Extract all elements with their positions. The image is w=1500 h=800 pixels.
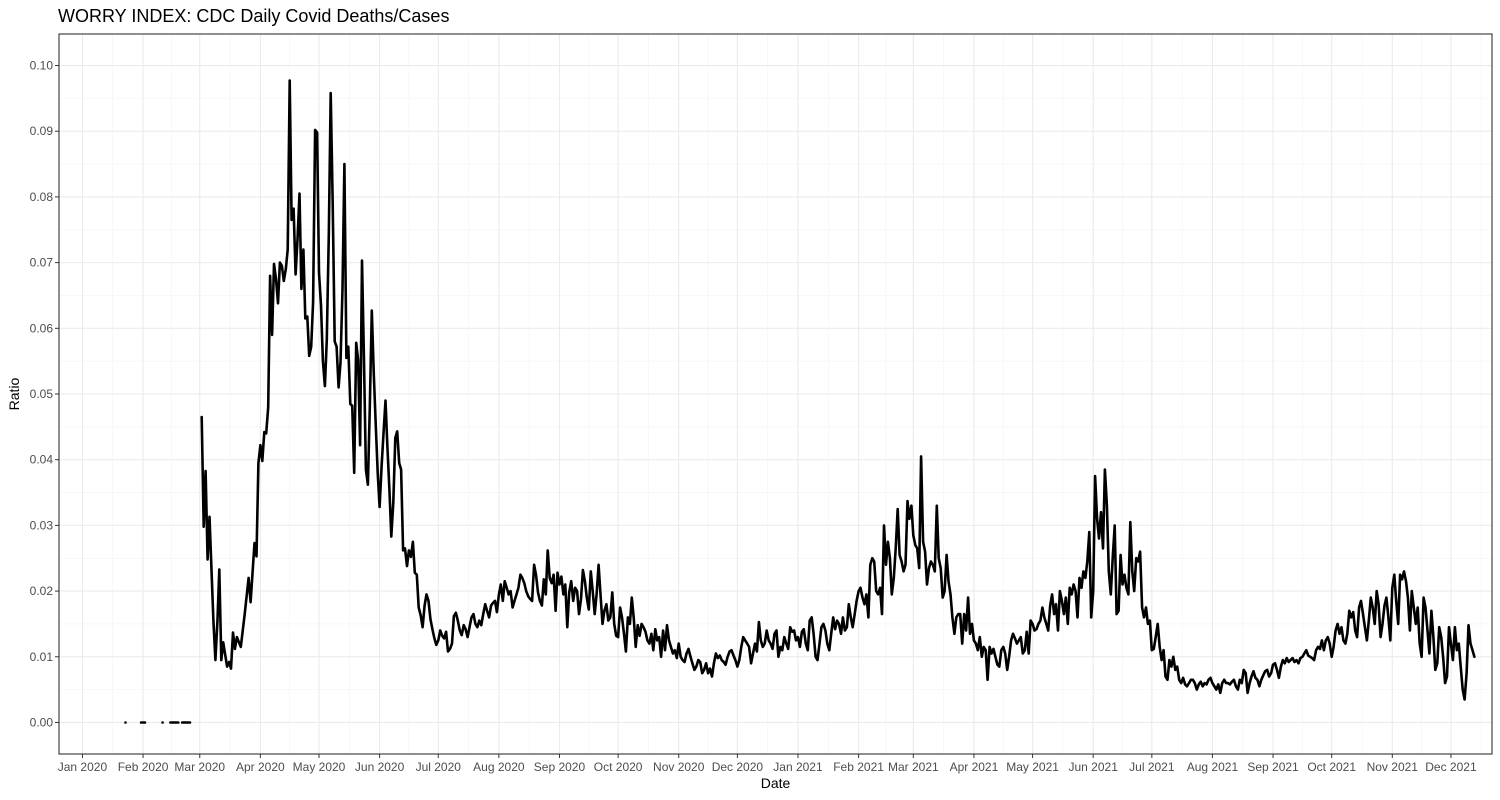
series-layer xyxy=(124,79,1476,724)
y-axis-title: Ratio xyxy=(6,377,22,410)
x-tick-label: Jan 2020 xyxy=(58,760,108,774)
x-tick-label: Aug 2020 xyxy=(473,760,525,774)
y-axis-ticks: 0.00 0.01 0.02 0.03 0.04 0.05 0.06 0.07 0.08 0.09… xyxy=(30,59,59,729)
x-tick-label: Oct 2021 xyxy=(1307,760,1356,774)
x-tick-label: Feb 2021 xyxy=(833,760,884,774)
y-tick-label: 0.00 xyxy=(30,715,54,729)
y-tick-label: 0.10 xyxy=(30,59,54,73)
minor-grid-horizontal xyxy=(59,98,1492,690)
x-tick-label: Mar 2020 xyxy=(174,760,225,774)
major-grid-horizontal xyxy=(59,64,1492,724)
y-tick-label: 0.05 xyxy=(30,387,54,401)
x-tick-label: Mar 2021 xyxy=(888,760,939,774)
y-tick-label: 0.03 xyxy=(30,518,54,532)
x-tick-label: Sep 2020 xyxy=(534,760,586,774)
x-tick-label: Apr 2020 xyxy=(236,760,285,774)
x-tick-label: Jun 2020 xyxy=(355,760,405,774)
x-tick-label: Aug 2021 xyxy=(1187,760,1239,774)
y-tick-label: 0.01 xyxy=(30,650,54,664)
y-tick-label: 0.04 xyxy=(30,453,54,467)
x-tick-label: Dec 2021 xyxy=(1425,760,1477,774)
y-tick-label: 0.02 xyxy=(30,584,54,598)
x-tick-label: Apr 2021 xyxy=(950,760,999,774)
x-tick-label: May 2021 xyxy=(1006,760,1059,774)
y-tick-label: 0.06 xyxy=(30,321,54,335)
x-tick-label: Oct 2020 xyxy=(594,760,643,774)
x-tick-label: May 2020 xyxy=(293,760,346,774)
x-tick-label: Jul 2020 xyxy=(416,760,462,774)
x-tick-label: Nov 2020 xyxy=(653,760,705,774)
x-axis-title: Date xyxy=(761,775,791,791)
x-tick-label: Jan 2021 xyxy=(773,760,823,774)
x-tick-label: Jul 2021 xyxy=(1129,760,1175,774)
x-tick-label: Dec 2020 xyxy=(712,760,764,774)
x-tick-label: Feb 2020 xyxy=(118,760,169,774)
x-axis-ticks: Jan 2020 Feb 2020 Mar 2020 Apr 2020 May 2020… xyxy=(58,754,1477,774)
series-line-segment xyxy=(200,79,1476,701)
y-tick-label: 0.09 xyxy=(30,124,54,138)
x-tick-label: Jun 2021 xyxy=(1068,760,1118,774)
y-tick-label: 0.08 xyxy=(30,190,54,204)
x-tick-label: Nov 2021 xyxy=(1367,760,1419,774)
y-tick-label: 0.07 xyxy=(30,256,54,270)
x-tick-label: Sep 2021 xyxy=(1247,760,1299,774)
chart-title: WORRY INDEX: CDC Daily Covid Deaths/Case… xyxy=(58,6,449,26)
